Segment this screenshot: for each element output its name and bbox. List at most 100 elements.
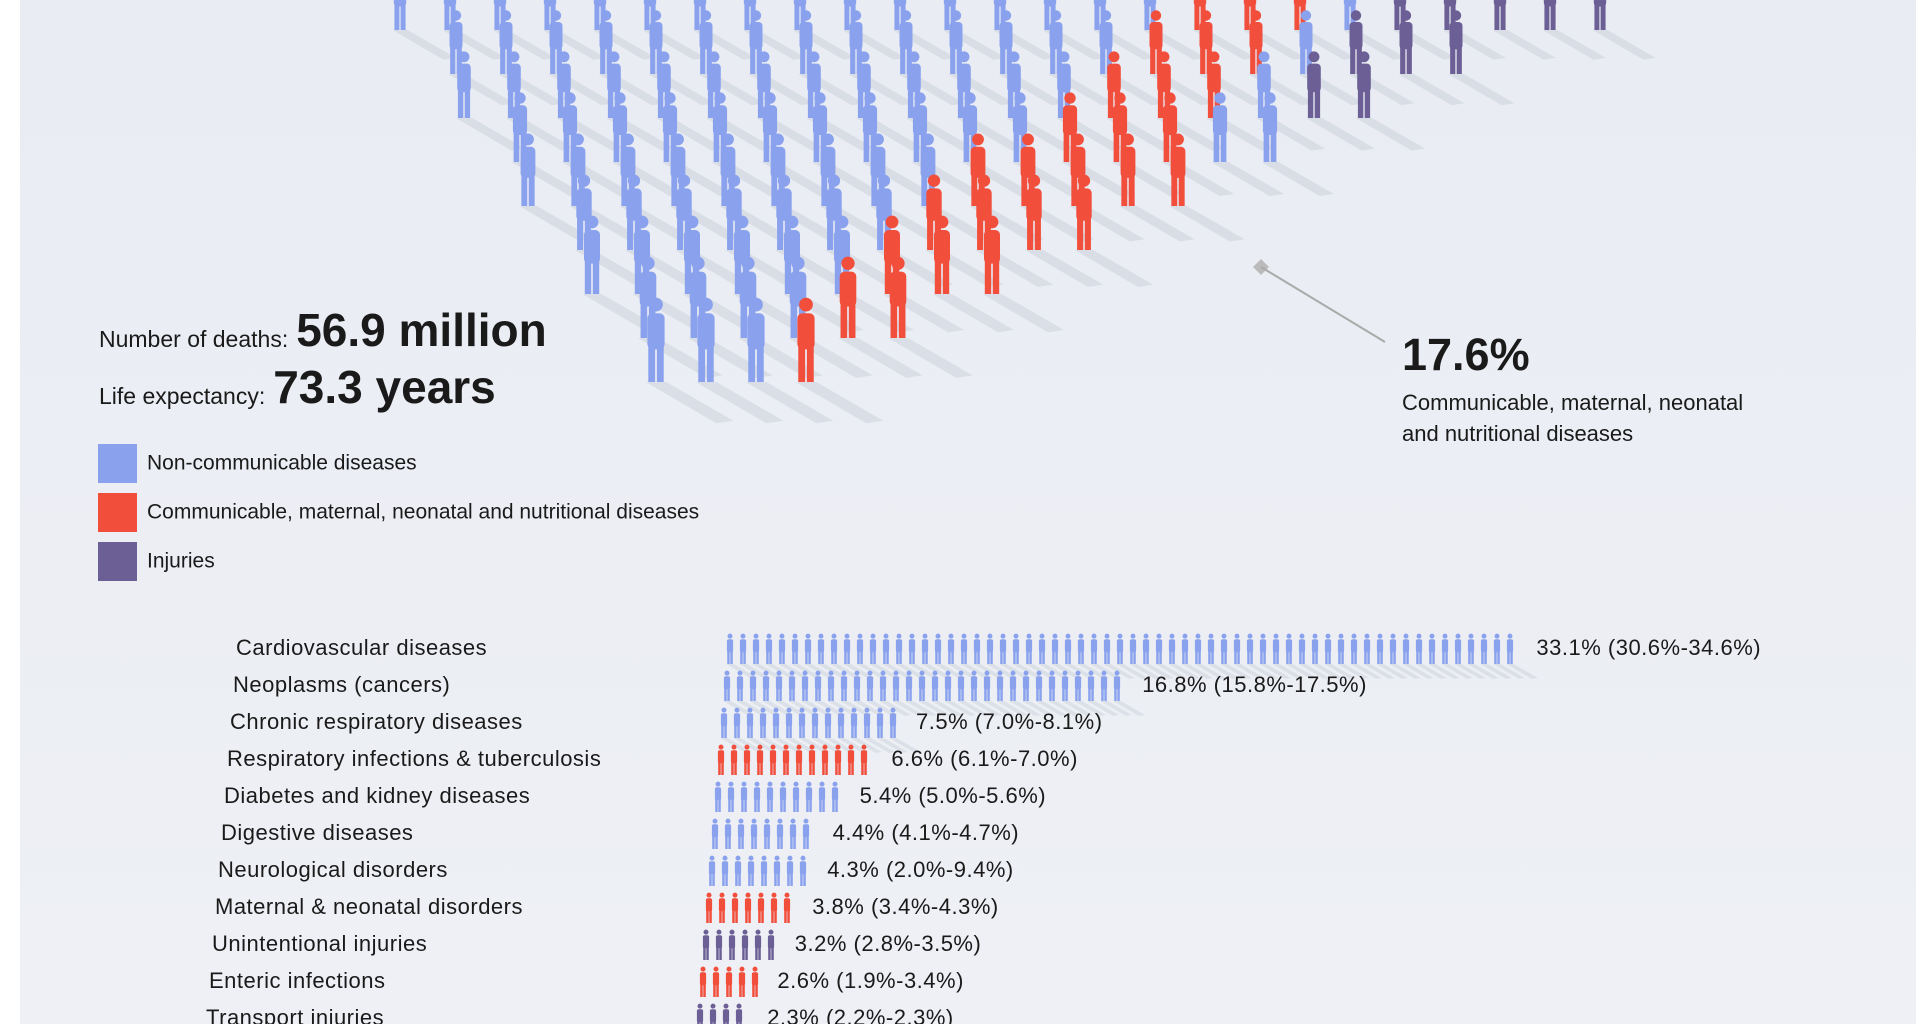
figure-leg: [754, 835, 757, 849]
figure-head: [958, 51, 970, 63]
figure-shadow: [801, 701, 833, 716]
figure-head: [1039, 633, 1045, 639]
figure-leg: [606, 46, 612, 74]
figure: [765, 633, 797, 679]
figure-leg: [740, 650, 743, 664]
figure-leg: [1367, 650, 1370, 664]
figure-leg: [844, 3, 850, 31]
figure-head: [950, 10, 962, 21]
figure: [717, 744, 725, 775]
figure-body: [879, 676, 887, 690]
figure-head: [572, 133, 584, 146]
figure: [783, 892, 791, 923]
figure-head: [1468, 633, 1474, 639]
figure-leg: [815, 724, 818, 738]
figure-leg: [456, 46, 462, 74]
figure: [973, 633, 1005, 679]
figure: [1116, 633, 1148, 679]
figure-head: [761, 855, 767, 861]
figure-head: [776, 670, 782, 676]
figure-head: [664, 92, 676, 104]
figure: [1428, 633, 1460, 679]
figure-head: [1403, 633, 1409, 639]
figure-leg: [1107, 650, 1110, 664]
figure-body: [786, 861, 794, 875]
figure-body: [804, 639, 812, 653]
figure: [715, 929, 723, 960]
figure-leg: [844, 687, 847, 701]
figure-body: [457, 63, 471, 93]
figure-leg: [821, 174, 828, 206]
figure: [743, 744, 751, 775]
figure-leg: [634, 260, 642, 294]
figure: [831, 781, 839, 812]
figure-leg: [1494, 650, 1497, 664]
figure-leg: [806, 798, 809, 812]
figure-shadow: [1035, 701, 1067, 716]
figure: [740, 781, 748, 812]
figure-head: [715, 781, 721, 787]
figure-head: [750, 10, 762, 21]
figure: [718, 892, 726, 923]
figure-leg: [1194, 3, 1200, 31]
figure-leg: [841, 687, 844, 701]
figure-leg: [777, 835, 780, 849]
figure: [724, 818, 732, 849]
figure-leg: [1094, 650, 1097, 664]
figure: [785, 707, 817, 753]
figure-leg: [790, 835, 793, 849]
figure-body: [1212, 105, 1228, 136]
figure-leg: [721, 174, 728, 206]
category-label: Respiratory infections & tuberculosis: [227, 746, 601, 771]
figure-leg: [725, 872, 728, 886]
figure-leg: [754, 798, 757, 812]
figure-leg: [444, 3, 450, 31]
figure-body: [754, 935, 762, 949]
figure-head: [514, 92, 526, 104]
figure-leg: [722, 872, 725, 886]
figure-shadow: [1246, 664, 1278, 679]
figure-leg: [594, 3, 600, 31]
figure-shadow: [970, 701, 1002, 716]
figure-leg: [763, 132, 770, 162]
figure-shadow: [733, 738, 765, 753]
figure: [711, 818, 719, 849]
figure-body: [1299, 22, 1313, 50]
figure: [1506, 633, 1538, 679]
figure-leg: [1000, 650, 1003, 664]
figure-head: [825, 707, 831, 713]
figure: [786, 855, 794, 886]
figure-head: [1221, 633, 1227, 639]
figure-leg: [1445, 650, 1448, 664]
figure-shadow: [1155, 664, 1187, 679]
figure-head: [1494, 633, 1500, 639]
figure-head: [883, 633, 889, 639]
figure-head: [893, 670, 899, 676]
figure-body: [512, 105, 528, 136]
figure-leg: [914, 89, 921, 118]
figure-leg: [790, 872, 793, 886]
category-label: Digestive diseases: [221, 820, 413, 845]
figure-body: [749, 22, 763, 50]
figure-body: [921, 639, 929, 653]
figure-leg: [770, 798, 773, 812]
figure-head: [564, 92, 576, 104]
figure-body: [789, 824, 797, 838]
figure-leg: [877, 217, 884, 250]
figure-leg: [795, 650, 798, 664]
figure-shadow: [1480, 664, 1512, 679]
figure-body: [647, 313, 665, 350]
figure-head: [1247, 633, 1253, 639]
figure-leg: [809, 798, 812, 812]
figure-body: [837, 713, 845, 727]
figure-shadow: [1022, 701, 1054, 716]
figure-body: [1311, 639, 1319, 653]
figure-leg: [727, 217, 734, 250]
figure-leg: [729, 946, 732, 960]
figure-shadow: [752, 664, 784, 679]
figure: [1285, 633, 1317, 679]
figure-leg: [825, 761, 828, 775]
figure: [734, 855, 742, 886]
figure-head: [1158, 51, 1170, 63]
figure-leg: [730, 650, 733, 664]
